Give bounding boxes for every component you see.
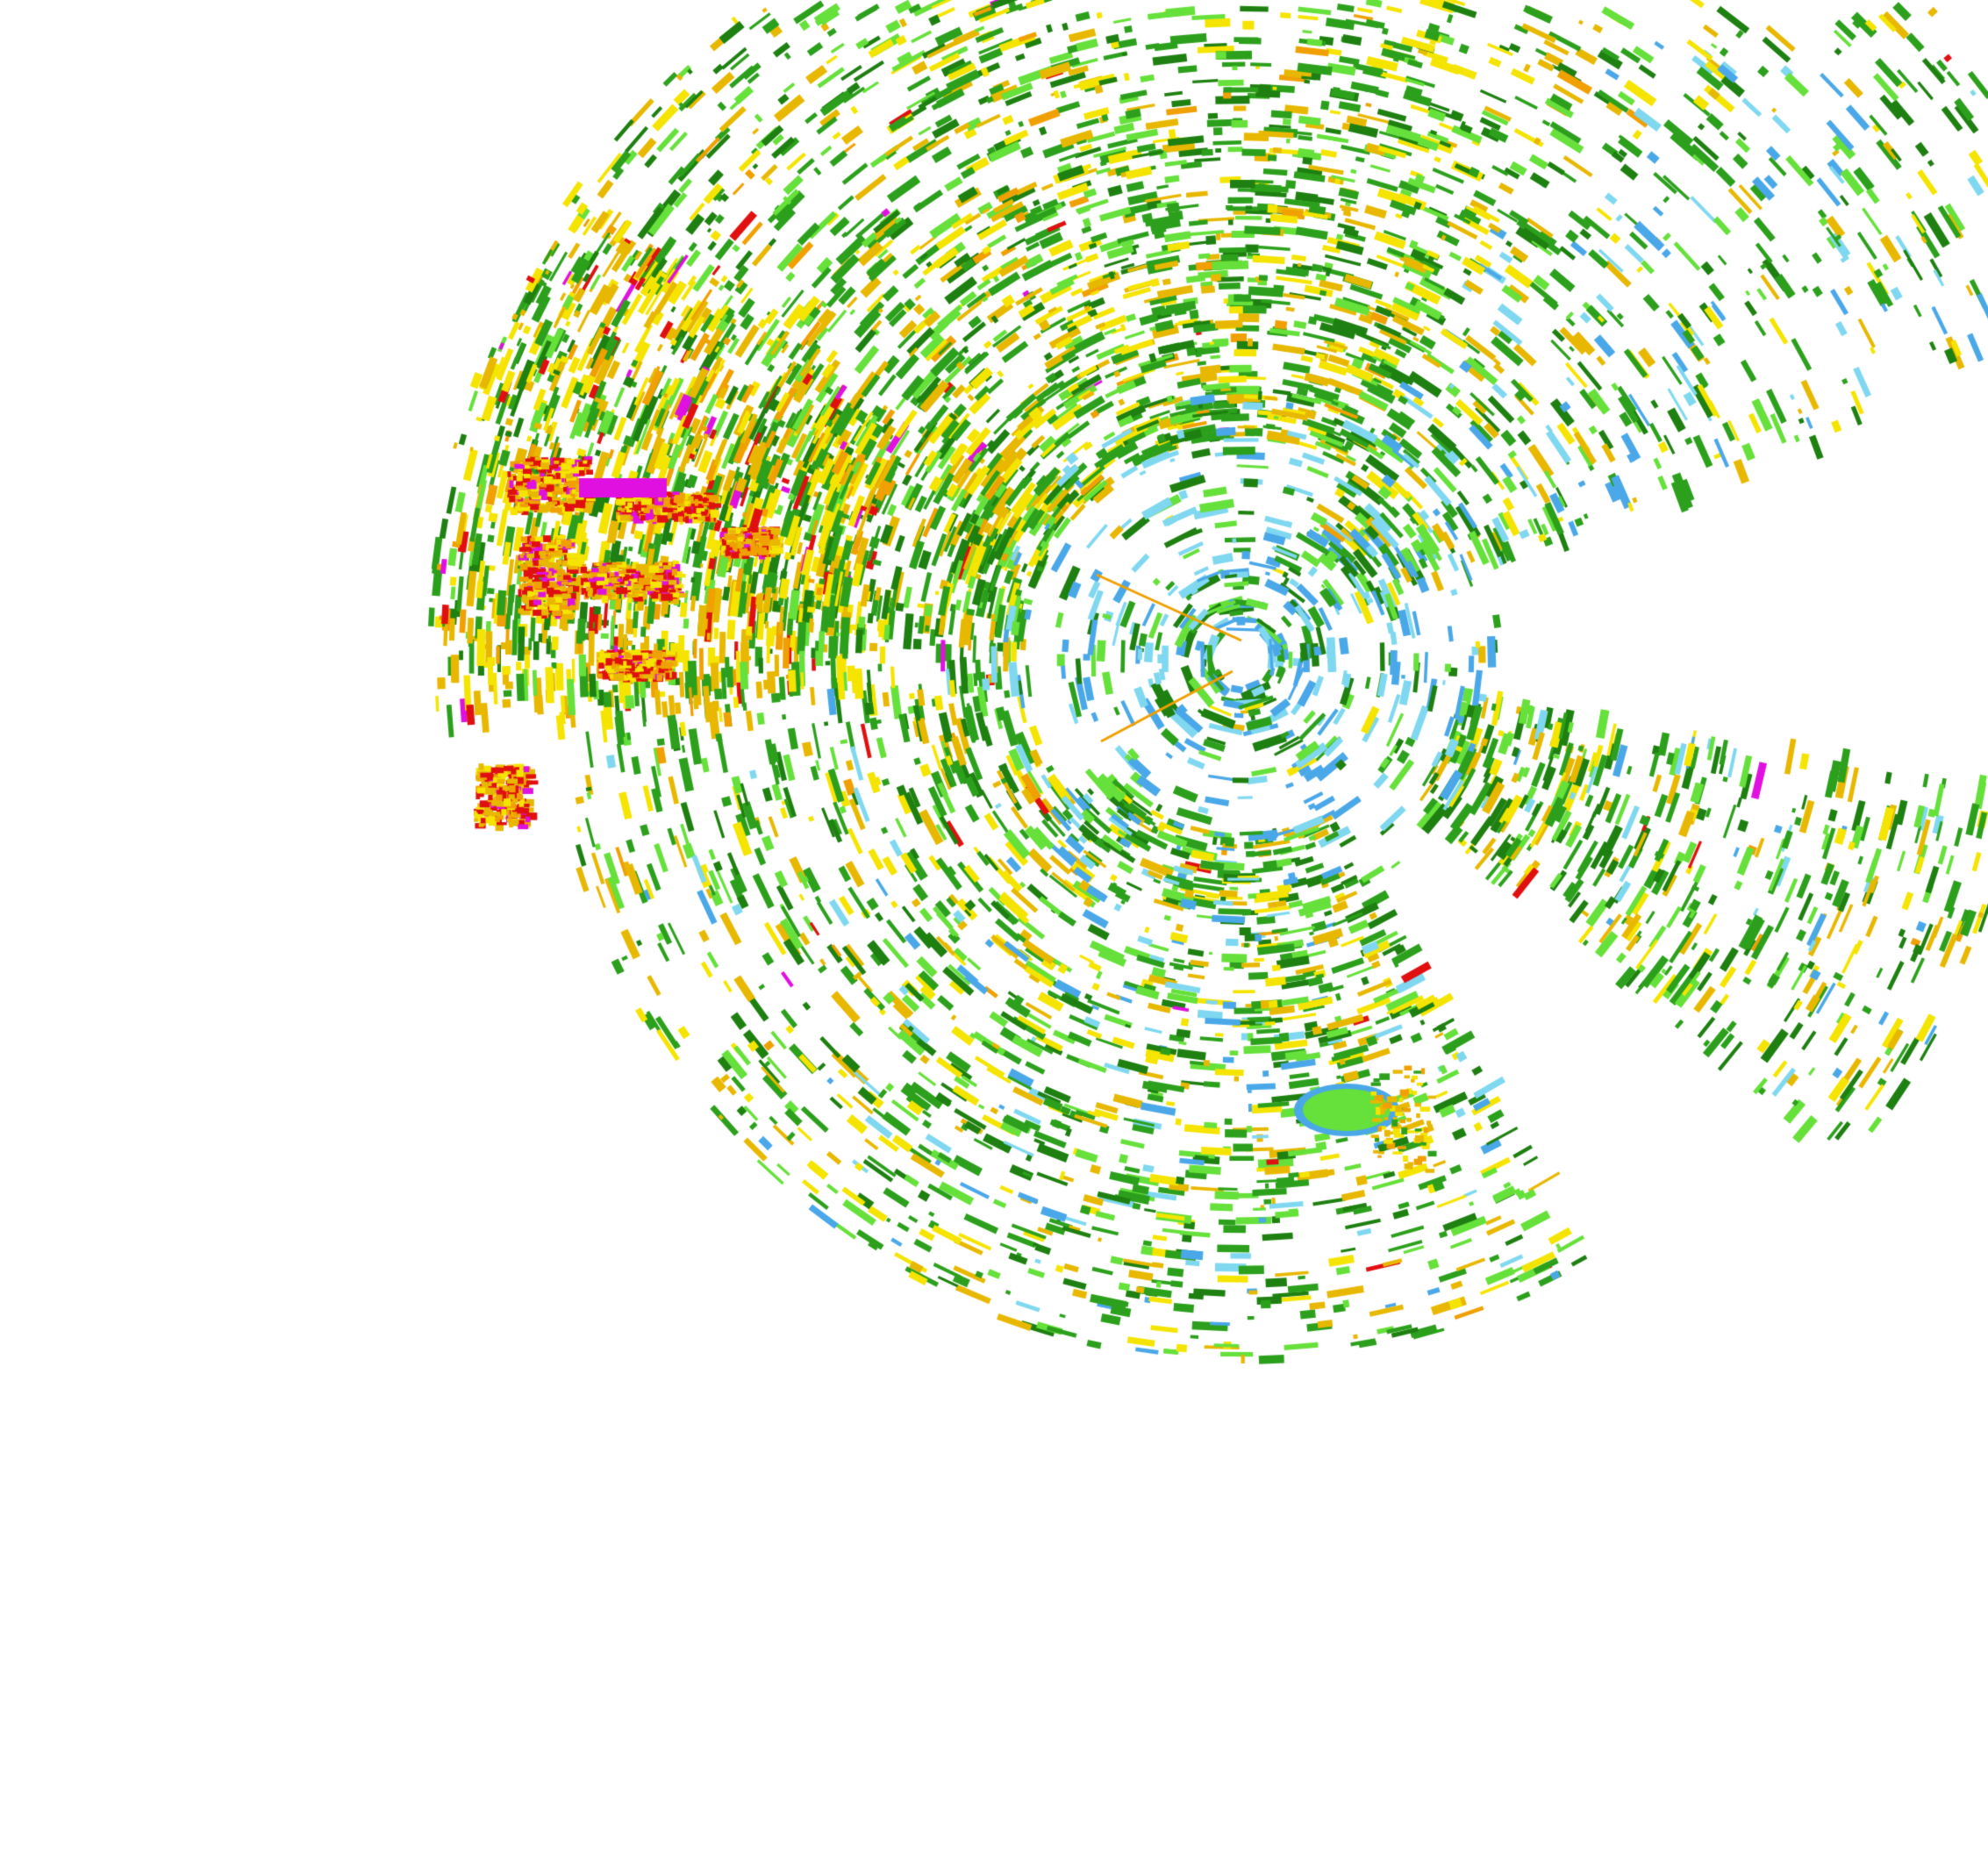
radar-reflectivity-map[interactable] (0, 0, 1988, 1875)
